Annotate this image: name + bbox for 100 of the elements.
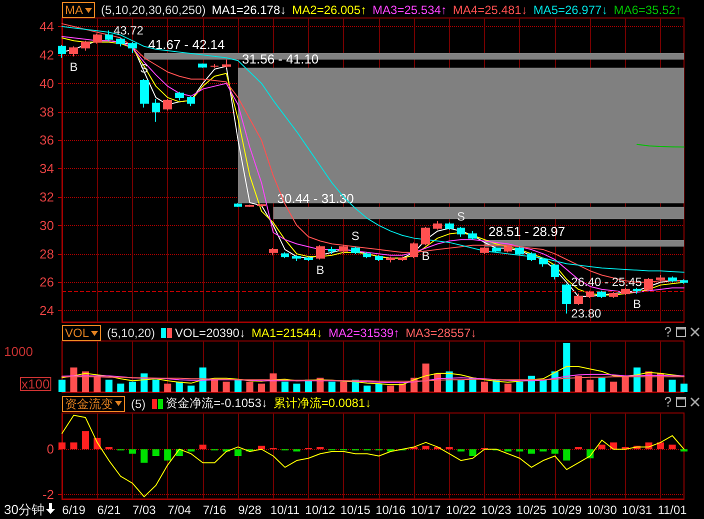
bar: [598, 444, 606, 450]
candlestick: [574, 293, 583, 306]
chart-subtitle: (5,10,20): [107, 326, 156, 340]
candlestick: [609, 292, 618, 298]
annotation: 43.72: [113, 24, 144, 38]
bar: [480, 382, 488, 392]
x-tick-label: 6/19: [62, 503, 86, 517]
x-tick-label: 10/22: [446, 503, 476, 517]
bar: [563, 449, 570, 461]
candlestick: [363, 252, 371, 259]
x-tick-label: 10/25: [516, 503, 547, 517]
candlestick: [386, 256, 395, 263]
candlestick: [398, 256, 407, 262]
bar: [82, 431, 89, 450]
x-tick-label: 10/15: [340, 503, 371, 517]
candlestick: [339, 244, 348, 254]
candlestick: [562, 283, 571, 314]
candlestick: [680, 278, 688, 284]
y-tick-label: 26: [40, 274, 54, 290]
candlestick: [152, 98, 160, 122]
x-tick-label: 10/29: [552, 503, 582, 517]
x-tick-label: 10/30: [586, 503, 618, 517]
band-label: 41.67 - 42.14: [148, 36, 225, 52]
candlestick: [539, 258, 548, 268]
annotation: S: [351, 229, 360, 244]
bar: [70, 367, 78, 392]
y-tick-label: 44: [40, 19, 54, 34]
x-tick-label: 6/21: [97, 503, 121, 517]
candlestick: [504, 244, 512, 253]
bar: [610, 382, 618, 392]
candlestick: [621, 287, 630, 296]
bar: [222, 382, 230, 392]
candlestick: [281, 252, 289, 259]
y-tick-label: 40: [40, 76, 54, 91]
bar: [234, 380, 242, 392]
candlestick: [316, 244, 325, 260]
candlestick: [234, 202, 242, 208]
y-tick-label: 28: [40, 246, 54, 262]
bar: [164, 449, 172, 461]
candlestick: [480, 246, 489, 254]
bar: [281, 382, 288, 392]
bar: [199, 367, 206, 392]
annotation: B: [633, 297, 642, 312]
y-tick-label: 38: [40, 104, 54, 120]
bar: [152, 449, 160, 456]
bar: [387, 386, 394, 392]
bar: [516, 382, 524, 392]
bar: [176, 382, 183, 392]
text: MA6=35.52↑: [614, 3, 682, 17]
candlestick: [633, 287, 641, 294]
text: MA1=26.178↓: [212, 3, 286, 17]
bar: [152, 380, 160, 392]
text: 累计净流=0.0081↓: [273, 395, 372, 412]
bar: [199, 444, 206, 450]
bar: [563, 342, 570, 392]
bar: [211, 380, 218, 392]
candlestick: [257, 204, 266, 208]
y-tick-label: 42: [40, 47, 54, 62]
legend-title: 资金流变: [65, 396, 113, 410]
annotation: B: [422, 248, 430, 263]
bar: [128, 449, 136, 454]
x-tick-label: 7/16: [202, 503, 227, 517]
bar: [668, 444, 676, 450]
bar: [188, 386, 195, 392]
y-tick-label: -2: [42, 486, 54, 502]
band-label: 28.51 - 28.97: [488, 224, 566, 240]
x-tick-label: 7/03: [132, 503, 156, 517]
candlestick: [433, 220, 442, 230]
candlestick: [527, 252, 536, 262]
legend-label: 资金净流=-0.1053↓: [166, 395, 268, 412]
x-tick-label: 10/16: [376, 503, 406, 517]
candlestick: [515, 246, 524, 256]
text: MA1=21544↓: [251, 326, 322, 340]
candlestick: [116, 37, 125, 47]
x-tick-label: 11/01: [658, 503, 688, 517]
chart-subtitle: (5,10,20,30,60,250): [101, 3, 206, 17]
y-tick-label: 36: [40, 132, 54, 148]
text: MA4=25.481↓: [452, 3, 528, 17]
bar: [598, 378, 606, 392]
x-tick-label: 7/04: [168, 503, 192, 517]
candlestick: [586, 290, 594, 298]
line-series: [62, 414, 684, 498]
text: 30分钟: [4, 502, 44, 517]
y-tick-label: 34: [40, 161, 54, 176]
bar: [234, 449, 242, 456]
candlestick: [222, 59, 231, 68]
candlestick: [210, 64, 219, 68]
candlestick: [175, 91, 184, 101]
x-tick-label: 9/28: [238, 503, 262, 517]
y-tick-label: 24: [40, 303, 54, 318]
candlestick: [93, 33, 102, 44]
bar: [128, 382, 136, 392]
candlestick: [292, 254, 301, 262]
bar: [574, 376, 582, 392]
candlestick: [304, 256, 313, 262]
bar: [375, 384, 382, 392]
text: MA2=26.005↑: [292, 3, 367, 17]
bar: [422, 364, 430, 392]
bar: [458, 380, 465, 392]
annotation: 23.80: [571, 306, 602, 320]
